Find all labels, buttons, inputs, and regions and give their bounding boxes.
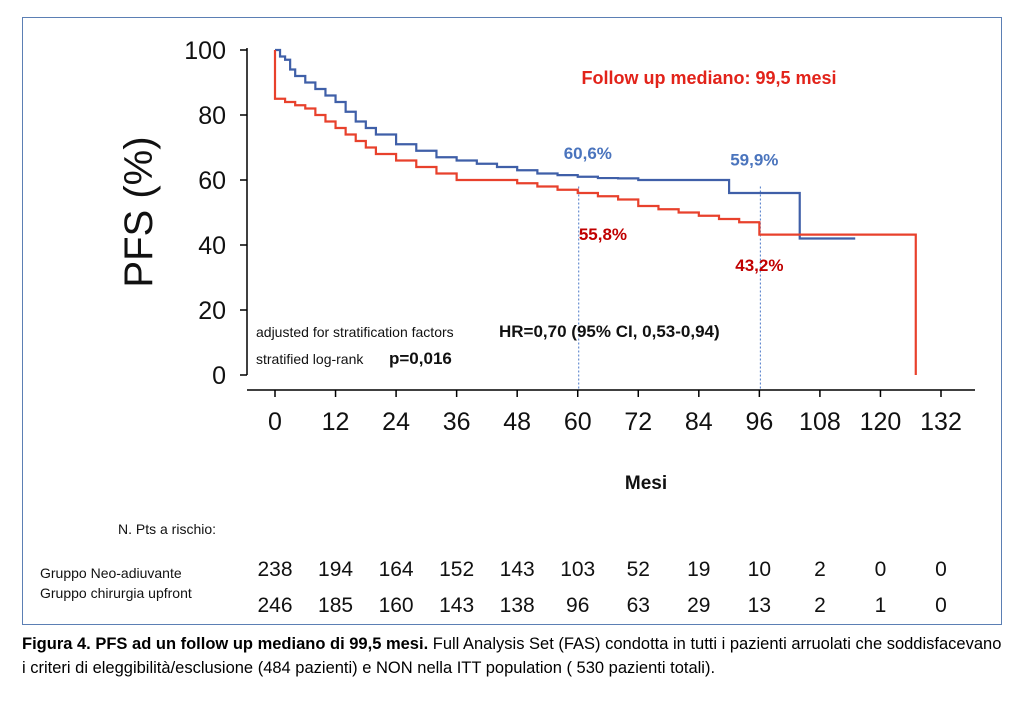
percent-annotation: 59,9% (730, 150, 778, 169)
x-axis-label: Mesi (625, 473, 667, 494)
risk-cell: 194 (318, 558, 353, 581)
stats-line2-bold: p=0,016 (389, 349, 452, 368)
series-line-red (273, 50, 917, 375)
risk-cell: 185 (318, 594, 353, 617)
y-tick-label: 0 (212, 362, 226, 390)
risk-cell: 246 (257, 594, 292, 617)
risk-cell: 164 (379, 558, 414, 581)
risk-cell: 1 (875, 594, 887, 617)
stats-line1-prefix: adjusted for stratification factors (256, 324, 454, 340)
risk-cell: 0 (935, 594, 947, 617)
risk-cell: 2 (814, 594, 826, 617)
y-tick-label: 60 (198, 167, 226, 195)
x-tick-label: 108 (799, 408, 841, 436)
risk-cell: 143 (500, 558, 535, 581)
x-tick-label: 36 (443, 408, 471, 436)
x-tick-label: 84 (685, 408, 713, 436)
figure-frame (22, 17, 1002, 625)
stats-line2-prefix: stratified log-rank (256, 351, 364, 367)
series-line-blue (275, 48, 856, 240)
risk-row-label: Gruppo Neo-adiuvante (40, 565, 182, 581)
risk-cell: 13 (748, 594, 771, 617)
risk-cell: 143 (439, 594, 474, 617)
risk-cell: 52 (627, 558, 650, 581)
risk-cell: 152 (439, 558, 474, 581)
percent-annotation: 43,2% (735, 256, 783, 275)
risk-table-title: N. Pts a rischio: (118, 521, 216, 537)
y-tick-label: 100 (184, 37, 226, 65)
follow-up-label: Follow up mediano: 99,5 mesi (581, 68, 836, 88)
risk-cell: 160 (379, 594, 414, 617)
percent-annotation: 55,8% (579, 225, 627, 244)
figure-caption: Figura 4. PFS ad un follow up mediano di… (22, 632, 1002, 680)
x-tick-label: 12 (322, 408, 350, 436)
risk-cell: 29 (687, 594, 710, 617)
risk-cell: 238 (257, 558, 292, 581)
risk-cell: 0 (935, 558, 947, 581)
caption-bold: Figura 4. PFS ad un follow up mediano di… (22, 635, 429, 653)
y-tick-label: 20 (198, 297, 226, 325)
percent-annotation: 60,6% (564, 144, 612, 163)
x-tick-label: 72 (624, 408, 652, 436)
x-tick-label: 0 (268, 408, 282, 436)
risk-cell: 63 (627, 594, 650, 617)
risk-cell: 19 (687, 558, 710, 581)
x-tick-label: 48 (503, 408, 531, 436)
x-tick-label: 132 (920, 408, 962, 436)
risk-cell: 96 (566, 594, 589, 617)
risk-cell: 10 (748, 558, 771, 581)
x-tick-label: 24 (382, 408, 410, 436)
caption-text: Full Analysis Set (FAS) condotta in tutt… (22, 635, 1002, 677)
risk-row-label: Gruppo chirurgia upfront (40, 585, 192, 601)
x-tick-label: 60 (564, 408, 592, 436)
x-tick-label: 96 (745, 408, 773, 436)
risk-cell: 138 (500, 594, 535, 617)
stats-line1-bold: HR=0,70 (95% CI, 0,53-0,94) (499, 322, 720, 341)
x-tick-label: 120 (860, 408, 902, 436)
y-tick-label: 80 (198, 102, 226, 130)
y-tick-label: 40 (198, 232, 226, 260)
risk-cell: 2 (814, 558, 826, 581)
risk-cell: 0 (875, 558, 887, 581)
y-axis-label: PFS (%) (117, 136, 161, 287)
risk-cell: 103 (560, 558, 595, 581)
